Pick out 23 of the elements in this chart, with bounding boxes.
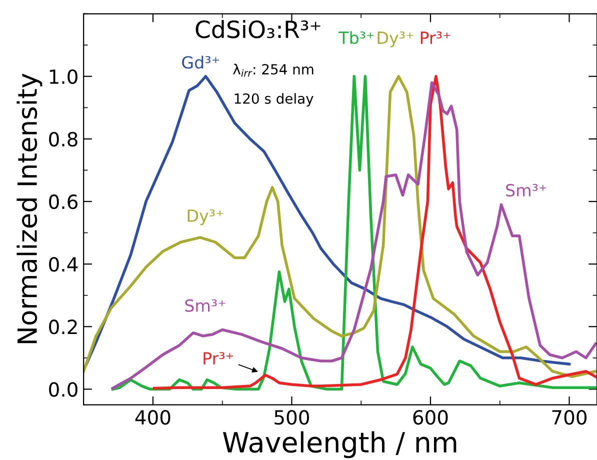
x-axis-title: Wavelength / nm — [222, 431, 456, 458]
x-tick-label: 500 — [274, 410, 309, 425]
y-tick-label: 0.0 — [49, 382, 78, 397]
y-tick-label: 0.8 — [49, 132, 78, 147]
x-tick-label: 400 — [135, 410, 170, 425]
series-label: Sm³⁺ — [506, 184, 546, 197]
x-tick-label: 700 — [552, 410, 587, 425]
series-label: Gd³⁺ — [182, 56, 220, 69]
chart-title: CdSiO₃:R³⁺ — [196, 20, 320, 38]
y-tick-label: 0.4 — [49, 256, 78, 272]
text: Pr³⁺ — [420, 31, 450, 44]
x-tick-label: 600 — [413, 410, 448, 425]
y-axis-title: Normalized Intensity — [16, 74, 42, 344]
annotation: λ$_{irr}$: 254 nm — [233, 64, 314, 77]
series-label: Dy³⁺ — [188, 209, 224, 226]
text: Sm³⁺ — [185, 299, 226, 312]
text: Tb³⁺ — [338, 31, 374, 44]
y-tick-label: 0.2 — [49, 320, 77, 334]
annotation: 120 s delay — [234, 93, 314, 107]
y-tick-label: 0.6 — [49, 194, 78, 210]
text: Dy³⁺ — [378, 31, 414, 48]
y-tick-label: 1.0 — [50, 69, 78, 84]
series-label: Pr³⁺ — [204, 352, 234, 364]
